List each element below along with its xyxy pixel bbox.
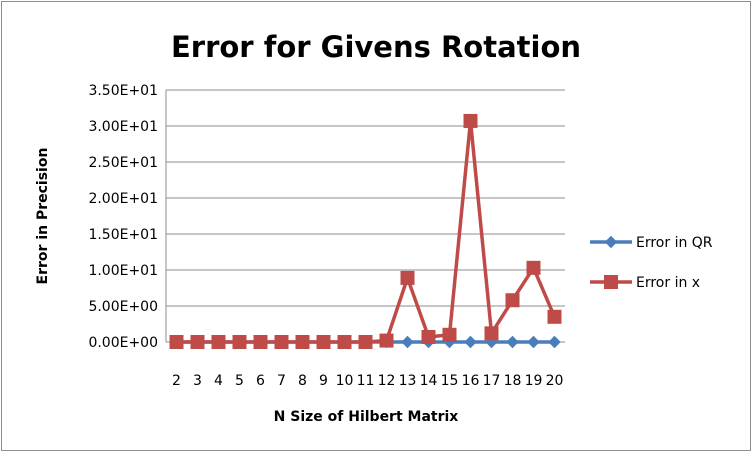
data-point <box>401 335 414 349</box>
x-tick-label: 17 <box>483 373 501 389</box>
chart-title: Error for Givens Rotation <box>171 30 581 64</box>
series-group <box>169 113 562 349</box>
data-point <box>379 333 394 348</box>
y-tick-label: 1.00E+01 <box>88 263 158 279</box>
y-tick-label: 3.00E+01 <box>88 119 158 135</box>
y-tick-label: 1.50E+01 <box>88 227 158 243</box>
data-point <box>337 335 352 349</box>
x-tick-label: 16 <box>462 373 480 389</box>
legend-swatch-marker <box>604 275 618 289</box>
y-tick-label: 2.50E+01 <box>88 155 158 171</box>
grid-lines <box>166 89 565 343</box>
data-point <box>274 335 289 349</box>
x-tick-label: 19 <box>525 373 543 389</box>
legend-label: Error in QR <box>636 235 713 251</box>
x-tick-label: 2 <box>172 373 181 389</box>
x-tick-label: 4 <box>214 373 223 389</box>
x-tick-label: 14 <box>420 373 438 389</box>
legend-item-1: Error in QR <box>590 235 713 251</box>
series-2 <box>169 113 562 349</box>
legend-label: Error in x <box>636 275 700 291</box>
x-tick-label: 12 <box>378 373 396 389</box>
x-tick-label: 5 <box>235 373 244 389</box>
data-point <box>463 113 478 128</box>
data-point <box>548 335 561 349</box>
data-point <box>232 335 247 349</box>
y-tick-label: 3.50E+01 <box>88 83 158 99</box>
data-point <box>253 335 268 349</box>
x-tick-label: 18 <box>504 373 522 389</box>
y-axis: 0.00E+00 5.00E+00 1.00E+01 1.50E+01 2.00E+01… <box>88 83 167 351</box>
x-tick-label: 11 <box>357 373 375 389</box>
data-point <box>464 335 477 349</box>
x-tick-label: 9 <box>319 373 328 389</box>
x-tick-label: 15 <box>441 373 459 389</box>
data-point <box>169 335 184 349</box>
series-line <box>176 119 557 344</box>
data-point <box>421 329 436 344</box>
x-axis: 2 3 4 5 6 7 8 9 10 11 12 13 14 15 16 17 18 19 20 <box>166 341 565 389</box>
x-tick-label: 7 <box>277 373 286 389</box>
x-tick-label: 8 <box>298 373 307 389</box>
data-point <box>316 335 331 349</box>
data-point <box>526 260 541 275</box>
y-axis-title: Error in Precision <box>35 148 51 285</box>
x-tick-label: 10 <box>336 373 354 389</box>
data-point <box>211 335 226 349</box>
y-tick-label: 2.00E+01 <box>88 191 158 207</box>
data-point <box>295 335 310 349</box>
legend: Error in QR Error in x <box>590 235 713 291</box>
data-point <box>506 335 519 349</box>
legend-item-2: Error in x <box>590 275 700 291</box>
x-axis-title: N Size of Hilbert Matrix <box>274 409 459 425</box>
data-point <box>190 335 205 349</box>
data-point <box>505 293 520 308</box>
x-tick-label: 13 <box>399 373 417 389</box>
data-point <box>442 327 457 342</box>
data-point <box>484 326 499 341</box>
legend-swatch-marker <box>604 235 618 249</box>
y-tick-label: 0.00E+00 <box>88 335 158 351</box>
data-point <box>358 335 373 349</box>
x-tick-label: 20 <box>546 373 564 389</box>
data-point <box>400 270 415 285</box>
data-point <box>547 309 562 324</box>
x-tick-label: 3 <box>193 373 202 389</box>
data-point <box>527 335 540 349</box>
x-tick-label: 6 <box>256 373 265 389</box>
y-tick-label: 5.00E+00 <box>88 299 158 315</box>
